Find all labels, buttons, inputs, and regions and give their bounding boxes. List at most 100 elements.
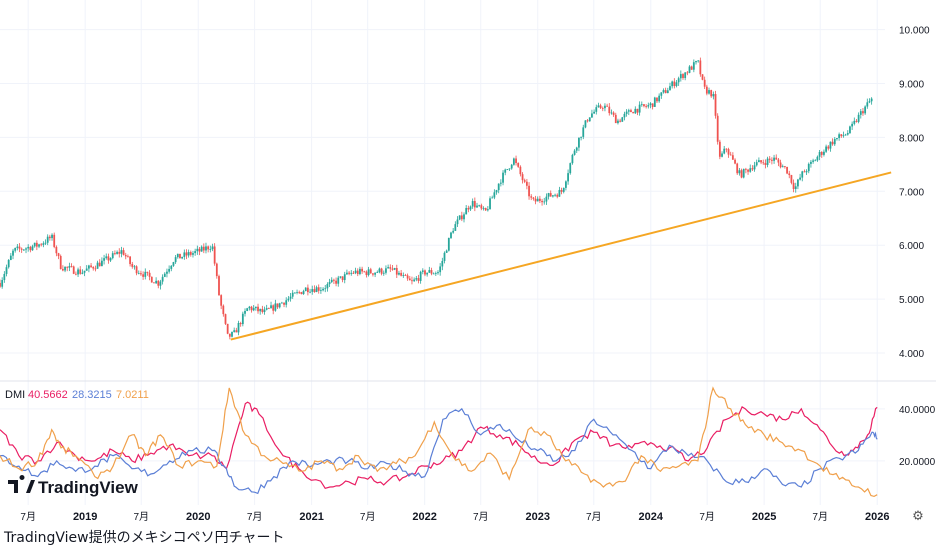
candle-up[interactable] — [493, 192, 496, 198]
candle-down[interactable] — [55, 246, 58, 254]
candle-down[interactable] — [718, 141, 721, 157]
candle-down[interactable] — [651, 103, 654, 107]
candle-down[interactable] — [228, 333, 231, 337]
candle-up[interactable] — [304, 287, 307, 292]
candle-down[interactable] — [59, 256, 62, 269]
candle-up[interactable] — [252, 308, 255, 311]
candle-down[interactable] — [521, 174, 524, 181]
candle-up[interactable] — [738, 170, 741, 174]
candle-up[interactable] — [692, 62, 695, 70]
candle-down[interactable] — [530, 196, 533, 198]
candle-down[interactable] — [549, 193, 552, 197]
candle-up[interactable] — [346, 272, 348, 275]
candle-up[interactable] — [421, 270, 424, 272]
candle-down[interactable] — [317, 287, 320, 291]
candle-up[interactable] — [105, 256, 108, 259]
candle-down[interactable] — [35, 242, 38, 247]
candle-up[interactable] — [27, 246, 30, 249]
candle-down[interactable] — [361, 268, 363, 272]
candle-down[interactable] — [53, 234, 56, 247]
candle-up[interactable] — [367, 269, 370, 276]
candle-up[interactable] — [137, 273, 140, 275]
candle-up[interactable] — [211, 246, 214, 250]
candle-up[interactable] — [350, 272, 353, 274]
candle-up[interactable] — [280, 302, 283, 304]
candle-up[interactable] — [83, 270, 86, 273]
candle-up[interactable] — [499, 182, 502, 184]
candle-down[interactable] — [586, 120, 589, 122]
candle-up[interactable] — [829, 141, 832, 149]
candle-down[interactable] — [762, 162, 765, 164]
candle-down[interactable] — [369, 269, 372, 274]
candle-up[interactable] — [753, 165, 756, 170]
candle-up[interactable] — [452, 230, 455, 233]
candle-up[interactable] — [708, 90, 710, 94]
candle-up[interactable] — [610, 112, 613, 114]
candle-up[interactable] — [580, 136, 582, 138]
candle-up[interactable] — [458, 215, 461, 220]
candle-down[interactable] — [363, 271, 366, 273]
candle-down[interactable] — [202, 246, 205, 251]
candle-up[interactable] — [588, 117, 591, 122]
candle-up[interactable] — [109, 258, 112, 261]
candle-down[interactable] — [784, 166, 786, 167]
candle-down[interactable] — [630, 110, 632, 113]
candle-up[interactable] — [374, 272, 377, 275]
candle-up[interactable] — [434, 273, 437, 274]
candle-down[interactable] — [94, 268, 97, 270]
candle-down[interactable] — [690, 66, 693, 70]
candle-up[interactable] — [46, 236, 49, 243]
candle-down[interactable] — [643, 104, 645, 107]
candle-up[interactable] — [653, 97, 656, 107]
candle-up[interactable] — [205, 246, 207, 251]
candle-up[interactable] — [575, 147, 578, 151]
candle-down[interactable] — [118, 251, 121, 254]
candle-up[interactable] — [846, 133, 849, 135]
candle-up[interactable] — [378, 268, 381, 273]
candle-up[interactable] — [512, 158, 515, 165]
candle-up[interactable] — [81, 272, 84, 274]
candle-up[interactable] — [315, 287, 318, 293]
candle-down[interactable] — [803, 171, 806, 173]
candle-down[interactable] — [703, 79, 706, 87]
candle-up[interactable] — [617, 120, 619, 124]
candle-up[interactable] — [309, 291, 311, 293]
candle-down[interactable] — [189, 252, 192, 255]
candle-up[interactable] — [805, 171, 808, 173]
candle-up[interactable] — [337, 277, 340, 284]
candle-up[interactable] — [426, 272, 429, 275]
candle-down[interactable] — [20, 248, 23, 250]
candle-up[interactable] — [64, 266, 66, 271]
candle-up[interactable] — [567, 173, 569, 182]
candle-down[interactable] — [365, 271, 368, 276]
candle-up[interactable] — [237, 323, 240, 333]
candle-up[interactable] — [476, 205, 478, 208]
candle-down[interactable] — [614, 114, 617, 124]
candle-up[interactable] — [96, 262, 99, 269]
candle-down[interactable] — [235, 330, 238, 333]
candle-down[interactable] — [770, 159, 773, 161]
candle-down[interactable] — [90, 265, 92, 267]
candle-down[interactable] — [127, 256, 129, 258]
candle-down[interactable] — [74, 273, 77, 275]
candle-up[interactable] — [465, 208, 468, 215]
dmi-line-di_plus[interactable] — [0, 401, 878, 489]
candle-down[interactable] — [528, 185, 530, 197]
candle-down[interactable] — [764, 163, 767, 165]
candle-up[interactable] — [604, 105, 606, 109]
candle-down[interactable] — [48, 236, 51, 239]
candle-up[interactable] — [196, 248, 199, 252]
candle-up[interactable] — [192, 253, 194, 255]
candle-up[interactable] — [573, 150, 576, 155]
candle-up[interactable] — [343, 274, 346, 281]
candle-down[interactable] — [467, 208, 470, 210]
candle-down[interactable] — [140, 273, 142, 275]
candle-down[interactable] — [525, 181, 528, 186]
candle-up[interactable] — [51, 234, 53, 239]
candle-down[interactable] — [372, 273, 374, 275]
candle-up[interactable] — [376, 272, 379, 273]
candle-up[interactable] — [12, 250, 14, 256]
candle-down[interactable] — [612, 112, 615, 115]
candle-up[interactable] — [419, 271, 422, 281]
candle-down[interactable] — [519, 166, 522, 175]
